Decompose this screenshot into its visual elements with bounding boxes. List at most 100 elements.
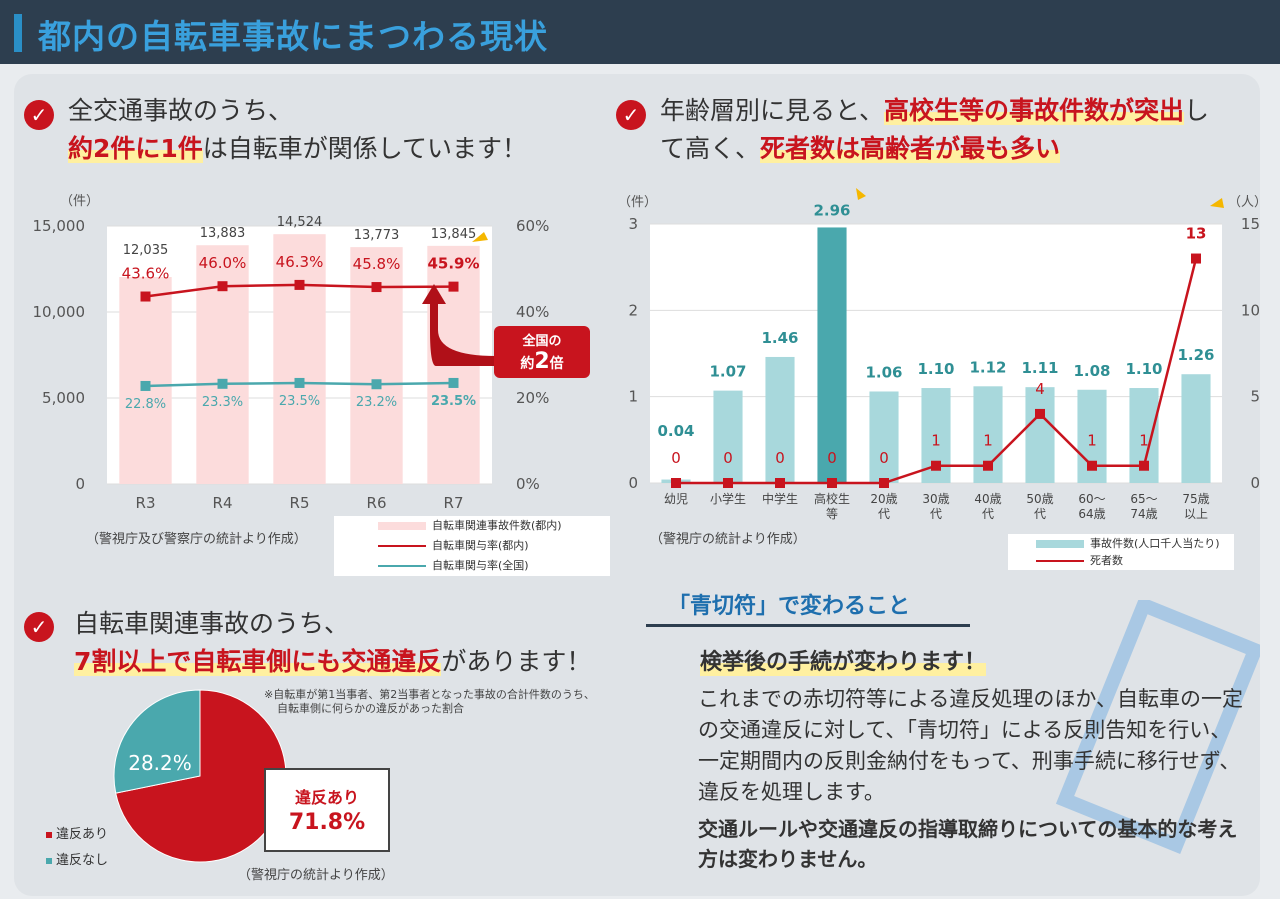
y2-tick-label: 60% bbox=[516, 217, 549, 235]
series-value-label: 43.6% bbox=[122, 265, 170, 283]
pie-footnote: ※自転車が第1当事者、第2当事者となった事故の合計件数のうち、 自転車側に何らか… bbox=[264, 688, 595, 715]
series-value-label: 0 bbox=[775, 449, 785, 467]
series-marker bbox=[1139, 460, 1149, 471]
x-tick-label: R6 bbox=[367, 494, 387, 510]
x-tick-label: 64歳 bbox=[1078, 507, 1105, 521]
y-axis-unit: （件） bbox=[618, 195, 657, 210]
section3-line1: 自転車関連事故のうち、 bbox=[74, 609, 350, 638]
chart-violation-pie: 28.2% bbox=[113, 689, 287, 863]
bar bbox=[817, 227, 847, 483]
series-marker bbox=[879, 478, 889, 488]
series-value-label: 0 bbox=[879, 449, 889, 467]
section1-line2: 約2件に1件は自転車が関係しています！ bbox=[68, 130, 527, 168]
pie-legend-item-no-violation: 違反なし bbox=[46, 848, 108, 874]
check-icon: ✓ bbox=[616, 100, 646, 130]
x-tick-label: R4 bbox=[213, 494, 233, 510]
source-note-2: （警視庁の統計より作成） bbox=[650, 532, 806, 547]
blue-ticket-illustration bbox=[1055, 600, 1260, 854]
source-note-1: （警視庁及び警察庁の統計より作成） bbox=[86, 532, 307, 547]
y-tick-label: 10,000 bbox=[33, 303, 86, 321]
series-marker bbox=[827, 478, 837, 488]
series-marker bbox=[983, 460, 993, 471]
series-value-label: 23.5% bbox=[279, 394, 320, 409]
aokippu-bold-text: 交通ルールや交通違反の指導取締りについての基本的な考え方は変わりません。 bbox=[698, 817, 1238, 871]
x-tick-label: 75歳 bbox=[1182, 492, 1209, 506]
x-tick-label: 代 bbox=[982, 507, 994, 521]
y-tick-label: 0 bbox=[75, 475, 85, 493]
bar-value-label: 13,883 bbox=[200, 226, 246, 241]
series-marker bbox=[671, 478, 681, 488]
series-value-label: 23.2% bbox=[356, 395, 397, 410]
series-value-label: 4 bbox=[1035, 380, 1045, 398]
y-tick-label: 15,000 bbox=[33, 217, 86, 235]
x-tick-label: 30歳 bbox=[922, 492, 949, 506]
series-marker bbox=[931, 460, 941, 471]
series-marker bbox=[140, 380, 151, 391]
series-value-label: 1 bbox=[1139, 432, 1149, 450]
series-marker bbox=[217, 281, 228, 292]
y2-tick-label: 15 bbox=[1241, 215, 1260, 233]
sparkle-icon bbox=[472, 232, 488, 242]
bar bbox=[869, 391, 899, 483]
y2-tick-label: 10 bbox=[1241, 301, 1260, 319]
bar-value-label: 12,035 bbox=[123, 243, 169, 258]
legend-item-national-rate: 自転車関与率(全国) bbox=[378, 558, 529, 574]
bar-value-label: 1.12 bbox=[969, 358, 1006, 376]
chart1-legend: 自転車関連事故件数(都内) 自転車関与率(都内) 自転車関与率(全国) bbox=[334, 516, 610, 576]
pie-legend-item-violation: 違反あり bbox=[46, 822, 108, 848]
check-icon: ✓ bbox=[24, 612, 54, 642]
series-marker bbox=[1191, 253, 1201, 264]
x-tick-label: 幼児 bbox=[664, 492, 688, 506]
nationwide-double-badge: 全国の 約2倍 bbox=[494, 326, 590, 378]
chart2-legend: 事故件数(人口千人当たり) 死者数 bbox=[1008, 534, 1234, 570]
y-axis-unit: （件） bbox=[60, 194, 99, 209]
y-tick-label: 0 bbox=[628, 474, 638, 492]
x-tick-label: 等 bbox=[826, 507, 838, 521]
legend-item-bar: 自転車関連事故件数(都内) bbox=[378, 518, 562, 534]
section1-highlight: 約2件に1件 bbox=[68, 134, 203, 163]
bar-value-label: 1.08 bbox=[1073, 362, 1110, 380]
series-value-label: 45.8% bbox=[353, 255, 401, 273]
series-value-label: 23.3% bbox=[202, 395, 243, 410]
bar-value-label: 13,845 bbox=[431, 227, 477, 242]
section1-line2-rest: は自転車が関係しています！ bbox=[202, 134, 528, 163]
bar-value-label: 2.96 bbox=[813, 201, 850, 219]
series-value-label: 23.5% bbox=[431, 394, 476, 409]
y2-tick-label: 0% bbox=[516, 475, 540, 493]
pie-slice-label: 28.2% bbox=[128, 751, 192, 775]
series-value-label: 46.3% bbox=[276, 253, 324, 271]
callout-value: 71.8% bbox=[288, 810, 366, 835]
section3-line2: 7割以上で自転車側にも交通違反があります！ bbox=[74, 647, 592, 676]
section3-highlight: 7割以上で自転車側にも交通違反 bbox=[74, 647, 442, 676]
series-value-label: 45.9% bbox=[427, 255, 479, 273]
series-value-label: 22.8% bbox=[125, 397, 166, 412]
violation-callout: 違反あり 71.8% bbox=[264, 768, 390, 852]
series-marker bbox=[294, 279, 305, 290]
section3-heading: 自転車関連事故のうち、 7割以上で自転車側にも交通違反があります！ bbox=[74, 605, 591, 681]
series-marker bbox=[448, 281, 459, 292]
bar bbox=[196, 245, 249, 484]
y-tick-label: 1 bbox=[628, 388, 638, 406]
series-value-label: 1 bbox=[1087, 432, 1097, 450]
x-tick-label: 代 bbox=[930, 507, 942, 521]
x-tick-label: R7 bbox=[444, 494, 464, 510]
x-tick-label: 高校生 bbox=[814, 491, 850, 506]
sparkle-icon bbox=[856, 188, 866, 200]
section2-line1: 年齢層別に見ると、高校生等の事故件数が突出し bbox=[660, 96, 1210, 125]
bar-value-label: 1.10 bbox=[917, 360, 954, 378]
series-marker bbox=[371, 379, 382, 390]
section1-heading: 全交通事故のうち、 約2件に1件は自転車が関係しています！ bbox=[68, 92, 527, 168]
bar bbox=[1025, 387, 1055, 483]
section2-heading: 年齢層別に見ると、高校生等の事故件数が突出し て高く、死者数は高齢者が最も多い bbox=[660, 92, 1209, 168]
badge-suffix: 倍 bbox=[549, 356, 564, 372]
y-tick-label: 3 bbox=[628, 215, 638, 233]
x-tick-label: 20歳 bbox=[870, 492, 897, 506]
section2-highlight-2: 死者数は高齢者が最も多い bbox=[760, 134, 1061, 163]
x-tick-label: 代 bbox=[878, 507, 890, 521]
bar-value-label: 14,524 bbox=[277, 215, 323, 230]
bar bbox=[273, 234, 326, 484]
y-tick-label: 5,000 bbox=[42, 389, 85, 407]
y2-tick-label: 40% bbox=[516, 303, 549, 321]
legend-item-accident-count: 事故件数(人口千人当たり) bbox=[1036, 536, 1220, 552]
